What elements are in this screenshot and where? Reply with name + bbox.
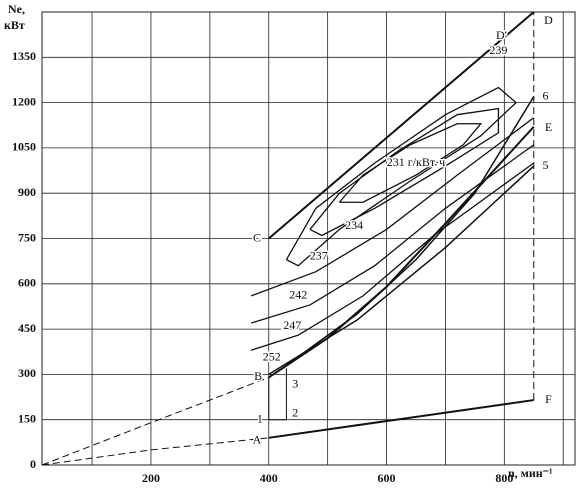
series-line bbox=[268, 368, 287, 421]
annotation: 234 bbox=[345, 218, 363, 232]
annotation: 252 bbox=[263, 350, 281, 364]
y-tick-label: 900 bbox=[18, 185, 36, 199]
series-line bbox=[250, 144, 535, 324]
annotation: 2 bbox=[292, 405, 298, 419]
y-label: Ne, bbox=[8, 2, 25, 16]
y-tick-label: 1350 bbox=[12, 49, 36, 63]
annotation: D bbox=[544, 13, 553, 27]
x-tick-label: 400 bbox=[260, 471, 278, 485]
annotation: D' bbox=[496, 28, 507, 42]
annotation: 237 bbox=[310, 248, 328, 262]
series-line bbox=[41, 376, 269, 466]
series-line bbox=[309, 107, 500, 237]
annotation: 239 bbox=[489, 43, 507, 57]
y-tick-label: 0 bbox=[30, 457, 36, 471]
annotation: A bbox=[253, 433, 262, 447]
x-tick-label: 600 bbox=[378, 471, 396, 485]
y-tick-label: 150 bbox=[18, 411, 36, 425]
annotation: 1 bbox=[257, 411, 263, 425]
annotation: B bbox=[254, 369, 262, 383]
y-tick-label: 1200 bbox=[12, 94, 36, 108]
series-line bbox=[268, 399, 534, 439]
series-line bbox=[268, 11, 535, 240]
x-tick-label: 200 bbox=[142, 471, 160, 485]
y-tick-label: 300 bbox=[18, 366, 36, 380]
annotation: 242 bbox=[289, 288, 307, 302]
annotation: F bbox=[545, 392, 552, 406]
annotation: 231 г/кВт·ч bbox=[387, 155, 445, 169]
y-tick-label: 1050 bbox=[12, 140, 36, 154]
annotation: 3 bbox=[292, 377, 298, 391]
series-line bbox=[250, 162, 535, 351]
annotation: C bbox=[253, 230, 261, 244]
annotation: 6 bbox=[543, 88, 549, 102]
annotation: 5 bbox=[543, 158, 549, 172]
x-label: n, мин⁻¹ bbox=[508, 466, 553, 480]
series-line bbox=[250, 117, 535, 297]
y-tick-label: 750 bbox=[18, 230, 36, 244]
series-line bbox=[268, 165, 535, 376]
series-line bbox=[285, 86, 518, 267]
series-line bbox=[285, 96, 535, 366]
annotation: E bbox=[545, 120, 552, 134]
x-tick-label: 800 bbox=[495, 471, 513, 485]
y-tick-label: 600 bbox=[18, 276, 36, 290]
series-line bbox=[41, 437, 269, 466]
y-tick-label: 450 bbox=[18, 321, 36, 335]
annotation: 247 bbox=[283, 318, 301, 332]
y-label: кВт bbox=[4, 18, 25, 32]
